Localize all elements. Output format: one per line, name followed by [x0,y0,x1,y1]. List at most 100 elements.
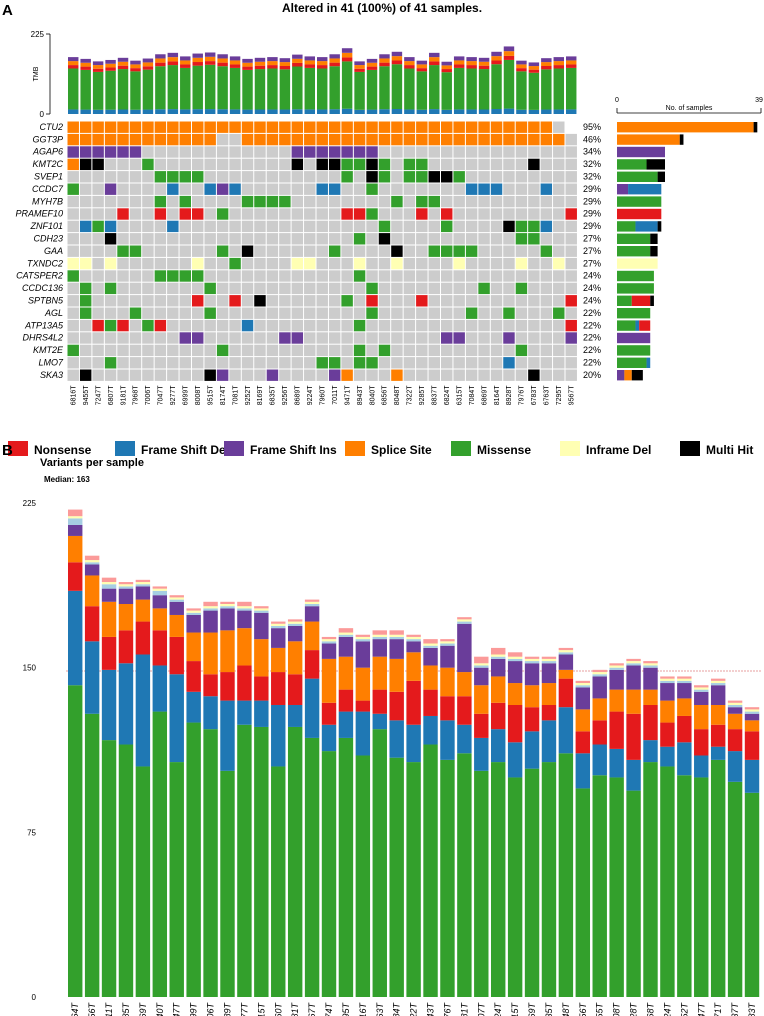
mutation-cell [92,158,104,171]
mutation-cell [403,195,416,208]
variant-sample-label: 7976T [442,1002,452,1016]
mutation-cell [291,220,304,233]
mutation-cell [540,307,553,319]
variant-bar-segment [592,698,607,721]
mutation-cell [279,319,291,332]
sample-label: 7968T [133,385,140,406]
variant-bar-segment [406,762,421,997]
mutation-cell [478,257,490,270]
mutation-cell [503,295,515,307]
tmb-bar-segment [466,65,477,69]
variant-bar-segment [101,582,117,585]
gene-pct: 24% [583,271,601,281]
mutation-cell [328,369,341,381]
mutation-cell [304,295,316,307]
mutation-cell [92,133,104,146]
mutation-cell [117,282,129,295]
tmb-bar-segment [142,58,154,63]
mutation-cell [478,195,490,208]
mutation-cell [378,245,391,257]
mutation-cell [142,220,154,233]
mutation-cell [117,233,129,245]
gene-sample-bar-segment [639,320,651,331]
variant-bar-segment [406,634,421,637]
mutation-cell [216,257,229,270]
gene-pct: 22% [583,333,601,343]
mutation-cell [366,332,378,344]
mutation-cell [378,133,391,146]
variant-bar-segment [169,599,184,602]
mutation-cell [254,307,266,319]
tmb-bar-segment [503,108,515,114]
tmb-bar-segment [354,61,365,66]
variant-bar-segment [677,680,692,684]
mutation-cell [142,171,154,183]
mutation-cell [553,295,565,307]
mutation-cell [553,183,565,195]
gene-label: CDH23 [33,234,63,244]
tmb-bar-segment [254,65,266,70]
mutation-cell [229,146,241,158]
mutation-cell [167,121,179,133]
variant-bar-segment [609,667,624,670]
variant-bar-segment [271,623,286,626]
variant-bar-segment [68,685,83,997]
variant-bar-segment [220,770,235,997]
variant-bar-segment [744,713,760,721]
gene-label: CTU2 [39,122,63,132]
tmb-bar-segment [341,108,353,114]
tmb-bar-segment [167,61,179,66]
mutation-cell [453,282,465,295]
mutation-cell [67,344,79,357]
sample-label: 8048T [394,385,401,406]
mutation-cell [192,357,204,369]
mutation-cell [565,146,577,158]
mutation-cell [528,146,540,158]
mutation-cell [104,195,117,208]
mutation-cell [291,307,304,319]
mutation-cell [104,295,117,307]
mutation-cell [241,357,254,369]
mutation-cell [229,121,241,133]
mutation-cell [341,233,353,245]
gene-pct: 27% [583,258,601,268]
mutation-cell [428,319,440,332]
variant-bar-segment [406,641,421,653]
variant-bar-segment [338,636,354,657]
variant-sample-label: 6856T [87,1002,97,1016]
variant-bar-segment [186,610,201,613]
variant-bar-segment [152,595,168,609]
variant-bar-segment [744,720,760,732]
variant-bar-segment [271,625,286,629]
variant-bar-segment [68,535,83,563]
tmb-bar-segment [229,60,241,65]
gene-pct: 24% [583,283,601,293]
variant-bar-segment [338,689,354,712]
mutation-cell [503,183,515,195]
mutation-cell [416,233,428,245]
mutation-cell [304,307,316,319]
tmb-bar-segment [379,66,390,110]
mutation-cell [129,220,142,233]
mutation-cell [366,344,378,357]
variant-bar-segment [575,709,591,732]
mutation-cell [328,344,341,357]
mutation-cell [154,369,167,381]
tmb-bar-segment [478,61,490,66]
mutation-cell [428,282,440,295]
mutation-cell [216,146,229,158]
variant-bar-segment [203,606,218,609]
variant-bar-segment [710,704,726,725]
mutation-cell [142,319,154,332]
tmb-bar-segment [279,109,291,114]
variant-bar-segment [304,621,320,651]
mutation-cell [441,133,453,146]
mutation-cell [391,171,403,183]
tmb-bar-segment [391,56,403,61]
mutation-cell [353,121,366,133]
mutation-cell [266,220,279,233]
mutation-cell [341,344,353,357]
mutation-cell [441,171,453,183]
variant-bar-segment [507,777,523,997]
tmb-bar-segment [105,70,116,110]
